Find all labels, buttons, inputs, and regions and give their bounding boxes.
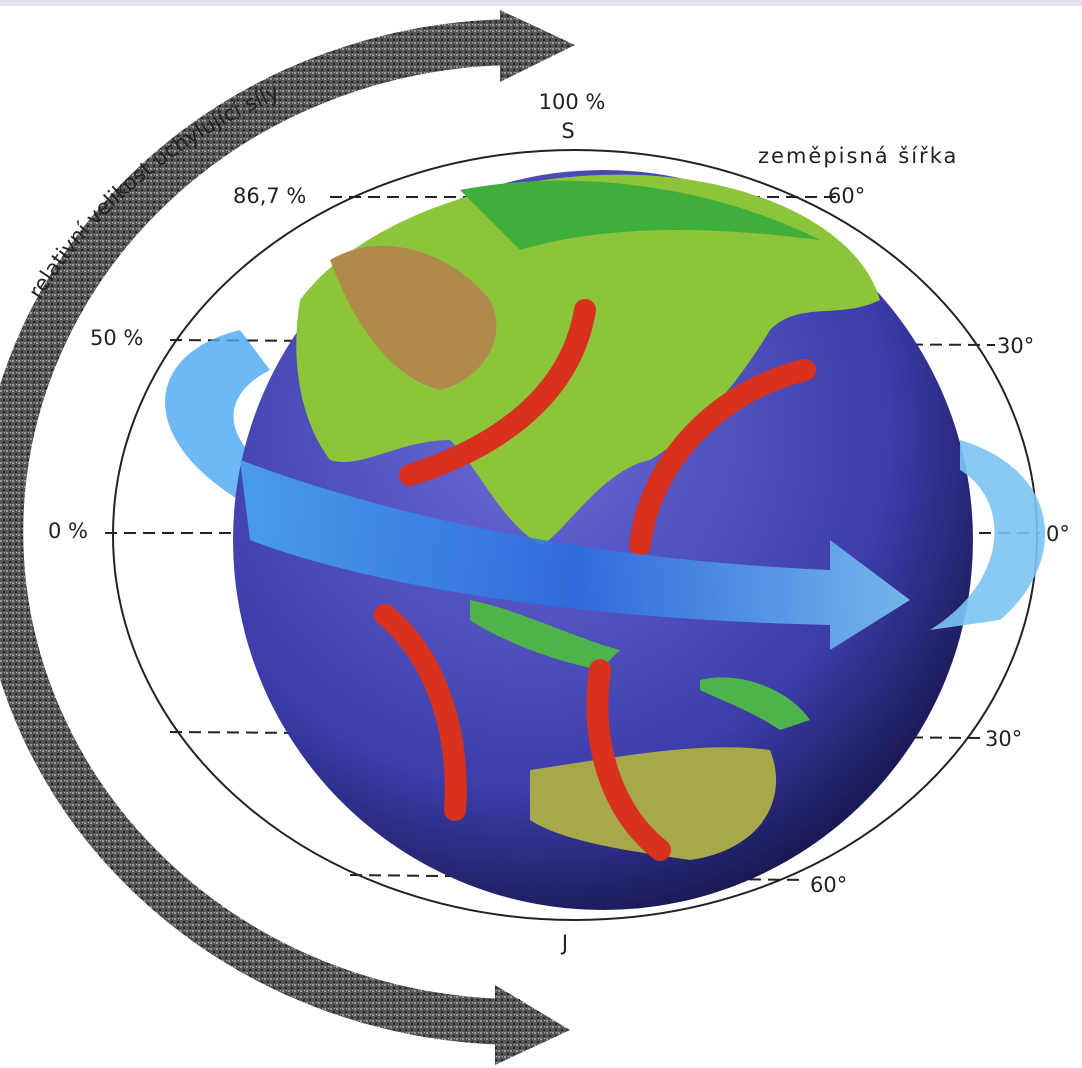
axis-title: zeměpisná šířka: [758, 144, 958, 168]
left-label: 50 %: [90, 326, 143, 350]
left-label: 0 %: [48, 519, 88, 543]
right-label: 60°: [810, 873, 847, 897]
wind-band-right: [930, 440, 1046, 630]
top-strip: [0, 0, 1082, 6]
south-label: J: [560, 931, 568, 955]
right-label: 30°: [997, 334, 1034, 358]
wind-band: [240, 460, 910, 650]
currents: [374, 299, 816, 861]
left-label: 86,7 %: [233, 184, 306, 208]
left-label: 100 %: [539, 90, 606, 114]
right-label: 30°: [985, 727, 1022, 751]
force-arrow: [0, 10, 575, 1065]
globe: [233, 170, 973, 910]
right-label: 60°: [828, 184, 865, 208]
right-label: 0°: [1046, 522, 1070, 546]
north-label: S: [561, 119, 574, 143]
